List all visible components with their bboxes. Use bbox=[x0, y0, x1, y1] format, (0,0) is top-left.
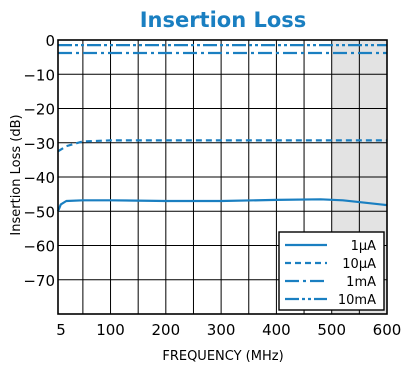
plot-frame bbox=[57, 39, 388, 315]
x-tick-label: 200 bbox=[152, 321, 181, 339]
series-layer bbox=[56, 44, 388, 212]
x-tick-label: 300 bbox=[207, 321, 236, 339]
x-axis-label: FREQUENCY (MHz) bbox=[162, 349, 283, 364]
series-line-0 bbox=[56, 198, 388, 212]
y-tick-label: −10 bbox=[23, 66, 55, 84]
y-tick-label: −40 bbox=[23, 169, 55, 187]
chart-title: Insertion Loss bbox=[140, 8, 307, 32]
x-tick-label: 400 bbox=[262, 321, 291, 339]
legend-label: 10mA bbox=[338, 293, 376, 308]
x-tick-label: 600 bbox=[373, 321, 402, 339]
y-tick-label: −60 bbox=[23, 238, 55, 256]
legend-label: 10μA bbox=[342, 257, 376, 272]
y-tick-label: −70 bbox=[23, 272, 55, 290]
y-tick-label: −20 bbox=[23, 101, 55, 119]
x-tick-label: 5 bbox=[56, 321, 66, 339]
series-line-1 bbox=[57, 139, 387, 153]
y-tick-label: −50 bbox=[23, 203, 55, 221]
y-tick-label: −30 bbox=[23, 135, 55, 153]
x-tick-label: 100 bbox=[96, 321, 125, 339]
legend-label: 1μA bbox=[351, 239, 377, 254]
x-tick-label: 500 bbox=[317, 321, 346, 339]
y-tick-labels: 0 −10 −20 −30 −40 −50 −60 −70 bbox=[23, 32, 55, 290]
x-tick-labels: 5 100 200 300 400 500 600 bbox=[56, 321, 401, 339]
y-tick-label: 0 bbox=[45, 32, 55, 50]
legend-label: 1mA bbox=[346, 275, 376, 290]
y-axis-label: Insertion Loss (dB) bbox=[9, 114, 24, 235]
legend: 1μA 10μA 1mA 10mA bbox=[278, 231, 385, 311]
